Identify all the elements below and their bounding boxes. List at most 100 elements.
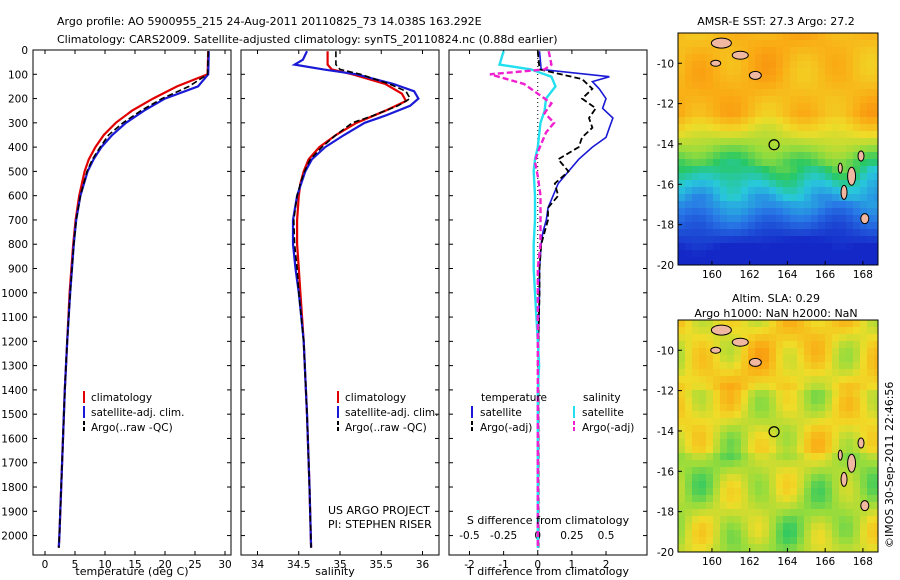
- map-cell: [734, 89, 742, 97]
- map-cell: [846, 404, 854, 412]
- map-cell: [748, 530, 756, 538]
- map-cell: [762, 159, 770, 167]
- map-cell: [678, 530, 686, 538]
- map-cell: [769, 89, 777, 97]
- map-cell: [678, 327, 686, 335]
- map-cell: [839, 61, 847, 69]
- map-cell: [727, 509, 735, 517]
- map-cell: [720, 159, 728, 167]
- map-cell: [825, 453, 833, 461]
- map-cell: [804, 257, 812, 265]
- map-cell: [832, 138, 840, 146]
- map-cell: [769, 117, 777, 125]
- map-cell: [699, 54, 707, 62]
- map-cell: [853, 89, 861, 97]
- map-cell: [832, 530, 840, 538]
- map-cell: [832, 229, 840, 237]
- map-cell: [769, 488, 777, 496]
- map-cell: [699, 418, 707, 426]
- map-cell: [692, 96, 700, 104]
- map-cell: [776, 250, 784, 258]
- map-cell: [825, 159, 833, 167]
- salinity-panel-frame: [240, 49, 440, 556]
- map-cell: [776, 236, 784, 244]
- map-cell: [783, 257, 791, 265]
- map-cell: [748, 481, 756, 489]
- map-cell: [741, 138, 749, 146]
- map-cell: [713, 159, 721, 167]
- map-cell: [776, 418, 784, 426]
- map-cell: [699, 355, 707, 363]
- map-cell: [748, 40, 756, 48]
- map-cell: [846, 334, 854, 342]
- map-cell: [769, 33, 777, 41]
- map-cell: [713, 439, 721, 447]
- map-cell: [713, 446, 721, 454]
- depth-tick-label: 1200: [1, 336, 28, 348]
- map-cell: [790, 201, 798, 209]
- map-cell: [699, 502, 707, 510]
- map-cell: [706, 138, 714, 146]
- map-cell: [811, 194, 819, 202]
- map-cell: [706, 460, 714, 468]
- map-cell: [790, 509, 798, 517]
- temperature-legend: climatology satellite-adj. clim. Argo(..…: [83, 391, 184, 434]
- map-cell: [741, 446, 749, 454]
- map-cell: [678, 481, 686, 489]
- x-tick-label: -2: [464, 559, 474, 571]
- map-cell: [713, 341, 721, 349]
- map-cell: [769, 68, 777, 76]
- map-cell: [713, 215, 721, 223]
- map-cell: [741, 187, 749, 195]
- map-cell: [832, 61, 840, 69]
- map-cell: [713, 54, 721, 62]
- map-cell: [825, 194, 833, 202]
- map-cell: [706, 229, 714, 237]
- map-cell: [804, 530, 812, 538]
- map-cell: [811, 523, 819, 531]
- map-cell: [832, 397, 840, 405]
- map-cell: [776, 257, 784, 265]
- island: [710, 37, 732, 49]
- map-cell: [874, 481, 879, 489]
- map-cell: [797, 397, 805, 405]
- map-cell: [874, 166, 879, 174]
- map-cell: [776, 516, 784, 524]
- map-cell: [734, 425, 742, 433]
- map-cell: [790, 152, 798, 160]
- map-cell: [860, 180, 868, 188]
- map-cell: [846, 516, 854, 524]
- map-cell: [825, 334, 833, 342]
- map-cell: [692, 138, 700, 146]
- map-cell: [706, 523, 714, 531]
- map-cell: [678, 68, 686, 76]
- map-y-tick-label: -20: [657, 260, 674, 272]
- map-cell: [825, 236, 833, 244]
- map-cell: [818, 502, 826, 510]
- depth-tick-label: 1800: [1, 482, 28, 494]
- map-cell: [860, 369, 868, 377]
- map-cell: [818, 509, 826, 517]
- map-cell: [685, 33, 693, 41]
- map-cell: [818, 446, 826, 454]
- legend-temperature-title: temperature: [481, 392, 547, 404]
- map-cell: [685, 383, 693, 391]
- map-cell: [678, 208, 686, 216]
- map-cell: [811, 502, 819, 510]
- map-cell: [692, 187, 700, 195]
- map-cell: [874, 544, 879, 552]
- map-cell: [790, 355, 798, 363]
- map-cell: [853, 117, 861, 125]
- map-cell: [867, 236, 875, 244]
- map-cell: [727, 110, 735, 118]
- map-cell: [720, 418, 728, 426]
- map-cell: [769, 75, 777, 83]
- map-cell: [762, 355, 770, 363]
- map-cell: [783, 502, 791, 510]
- map-cell: [755, 40, 763, 48]
- map-cell: [748, 390, 756, 398]
- map-cell: [860, 544, 868, 552]
- map-cell: [776, 348, 784, 356]
- map-cell: [783, 327, 791, 335]
- map-cell: [720, 432, 728, 440]
